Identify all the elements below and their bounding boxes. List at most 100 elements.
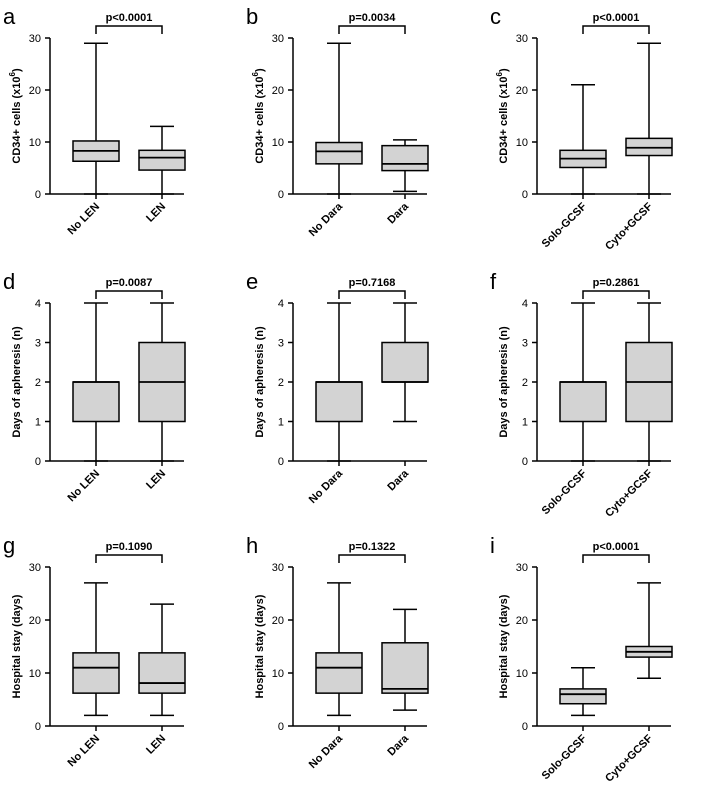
iqr-box [315,652,363,694]
x-category-label: Dara [385,732,411,758]
p-value-label: p<0.0001 [593,541,640,553]
y-tick-label: 20 [29,615,41,627]
box-dara [381,608,429,711]
y-tick-label: 30 [516,562,528,574]
x-category-label: LEN [144,733,168,757]
y-tick-label: 0 [278,189,284,201]
box-no-len [72,42,120,195]
box-no-dara [315,582,363,717]
panel-label: c [490,4,501,29]
y-tick-label: 20 [29,85,41,97]
y-tick-label: 10 [516,668,528,680]
box-no-dara [315,302,363,462]
x-category-label: Dara [385,200,411,226]
y-tick-label: 30 [272,33,284,45]
iqr-box [315,141,363,165]
y-tick-label: 3 [35,338,41,350]
panel-b: b 0 10 20 30 CD34+ cells (x106) No Dara Dara p=0… [246,4,429,239]
y-axis-title: Days of apheresis (n) [11,326,23,438]
panel-e: e 0 1 2 3 4 Days of apheresis (n) No Dara Dara p=… [246,269,429,506]
panel-label: a [3,4,16,29]
panel-d: d 0 1 2 3 4 Days of apheresis (n) No LEN LEN p=0.… [3,269,186,504]
y-tick-label: 0 [35,721,41,733]
panel-label: e [246,269,258,294]
y-tick-label: 30 [516,33,528,45]
y-tick-label: 20 [272,615,284,627]
box-solo-gcsf [559,302,607,462]
y-axis-title-base: CD34+ cells (x10 [498,76,510,163]
y-axis-title: Days of apheresis (n) [498,326,510,438]
y-tick-label: 0 [35,456,41,468]
box-dara [381,139,429,193]
x-category-label: Solo-GCSF [540,200,590,250]
y-tick-label: 2 [278,377,284,389]
panel-a: a 0 10 20 30 CD34+ cells (x106) No LEN LEN p<0.0… [3,4,186,237]
y-tick-label: 1 [35,417,41,429]
panel-g: g 0 10 20 30 Hospital stay (days) No LEN LEN p=0… [3,533,186,770]
p-value-label: p=0.1322 [349,541,396,553]
p-value-label: p=0.7168 [349,277,396,289]
y-axis-title: CD34+ cells (x106) [251,68,266,164]
y-tick-label: 0 [278,721,284,733]
significance-bracket [338,554,406,563]
iqr-box [138,149,186,171]
x-category-label: Cyto+GCSF [603,732,655,784]
y-axis-title-exponent: 6 [495,71,504,76]
x-category-label: Cyto+GCSF [603,200,655,252]
p-value-label: p=0.1090 [106,541,153,553]
significance-bracket [95,25,163,34]
y-tick-label: 4 [278,298,284,310]
significance-bracket [95,290,163,299]
panel-f: f 0 1 2 3 4 Days of apheresis (n) Solo-GCSF Cyto… [490,269,673,520]
panel-c: c 0 10 20 30 CD34+ cells (x106) Solo-GCSF Cyto+… [490,4,673,253]
significance-bracket [338,290,406,299]
panel-label: h [246,533,258,558]
iqr-box [138,652,186,694]
y-tick-label: 10 [272,137,284,149]
y-tick-label: 30 [272,562,284,574]
y-axis-title-exponent: 6 [251,71,260,76]
p-value-label: p=0.0087 [106,277,153,289]
box-dara [381,302,429,423]
significance-bracket [582,25,650,34]
box-solo-gcsf [559,666,607,717]
y-tick-label: 2 [522,377,528,389]
p-value-label: p=0.2861 [593,277,640,289]
p-value-label: p=0.0034 [349,12,397,24]
panel-label: f [490,269,497,294]
y-axis-title-base: CD34+ cells (x10 [254,76,266,163]
y-tick-label: 0 [522,189,528,201]
y-axis-title: Hospital stay (days) [11,594,23,698]
y-axis-title: Days of apheresis (n) [254,326,266,438]
iqr-box [381,341,429,383]
y-tick-label: 0 [522,456,528,468]
y-tick-label: 1 [278,417,284,429]
box-cyto-gcsf [625,302,673,462]
iqr-box [559,381,607,423]
y-axis-title-close: ) [498,68,510,72]
x-category-label: Dara [385,467,411,493]
y-axis-title-close: ) [254,68,266,72]
y-tick-label: 4 [35,298,41,310]
y-tick-label: 20 [516,615,528,627]
x-category-label: No LEN [66,733,103,770]
iqr-box [559,688,607,705]
y-tick-label: 30 [29,562,41,574]
p-value-label: p<0.0001 [106,12,153,24]
iqr-box [315,381,363,423]
panel-label: i [490,533,495,558]
box-len [138,125,186,195]
box-len [138,603,186,717]
y-tick-label: 4 [522,298,528,310]
y-tick-label: 3 [278,338,284,350]
x-category-label: No Dara [307,200,346,239]
box-solo-gcsf [559,84,607,195]
x-category-label: Solo-GCSF [540,732,590,782]
y-axis-title: Hospital stay (days) [254,594,266,698]
significance-bracket [95,554,163,563]
y-tick-label: 20 [272,85,284,97]
y-axis-title-base: CD34+ cells (x10 [11,76,23,163]
box-no-dara [315,42,363,195]
box-no-len [72,582,120,717]
